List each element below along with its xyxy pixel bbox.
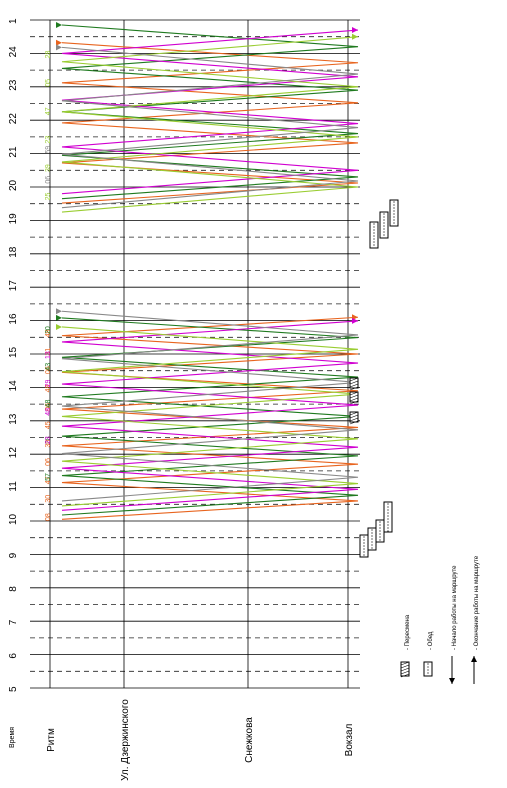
trip-arrow (56, 308, 62, 315)
departure-minute-label: 57 (45, 473, 52, 481)
legend-label: - Начало работы на маршруте (452, 565, 458, 650)
trip-line (61, 320, 359, 511)
grid (30, 19, 360, 689)
departure-minute-label: 29 (45, 380, 52, 388)
arrow-head (471, 656, 477, 662)
departure-minute-label: 08 (45, 513, 52, 521)
hour-tick-label: 13 (8, 413, 19, 425)
departure-minute-label: 28 (45, 51, 52, 59)
trip-line (61, 326, 359, 507)
lunch-break-marker (375, 519, 385, 543)
legend (449, 656, 477, 684)
trip-arrow (56, 44, 62, 51)
stop-label: Снежкова (244, 717, 255, 763)
lunch-break-marker (423, 661, 433, 677)
hour-tick-label: 21 (8, 146, 19, 158)
lunch-break-marker (369, 221, 379, 249)
hour-tick-label: 19 (8, 213, 19, 225)
stop-label: Вокзал (344, 723, 355, 756)
lunch-break-marker (367, 527, 377, 551)
departure-minute-label: 48 (45, 408, 52, 416)
departure-minute-label: 48 (45, 329, 52, 337)
departure-minute-label: 47 (45, 476, 52, 484)
time-axis-label: Время (9, 727, 16, 748)
departure-minute-label: 48 (45, 400, 52, 408)
hour-tick-label: 8 (8, 586, 19, 592)
trip-lines (56, 22, 433, 678)
shift-change-marker (349, 377, 359, 391)
hour-tick-label: 7 (8, 619, 19, 625)
hour-tick-label: 1 (8, 18, 19, 24)
trip-line (61, 36, 359, 213)
departure-minute-label: 30 (45, 440, 52, 448)
trip-arrow (56, 22, 62, 29)
hour-tick-label: 22 (8, 113, 19, 125)
lunch-break-marker (389, 199, 399, 227)
lunch-break-marker (383, 501, 393, 533)
hour-tick-label: 20 (8, 179, 19, 191)
hour-tick-label: 14 (8, 380, 19, 392)
stop-label: Ул. Дзержинского (120, 699, 131, 781)
departure-minute-label: 06 (45, 458, 52, 466)
trip-arrow (352, 33, 358, 40)
departure-minute-label: 06 (45, 366, 52, 374)
hour-tick-label: 12 (8, 447, 19, 459)
hour-tick-label: 17 (8, 280, 19, 292)
hour-tick-label: 16 (8, 313, 19, 325)
shift-change-marker (349, 391, 359, 405)
trip-arrow (352, 27, 358, 34)
hour-tick-label: 5 (8, 686, 19, 692)
legend-label: - Пересмена (405, 614, 411, 650)
hour-tick-label: 15 (8, 346, 19, 358)
departure-minute-label: 23 (45, 436, 52, 444)
departure-minute-label: 23 (45, 136, 52, 144)
hour-tick-label: 24 (8, 46, 19, 58)
shift-change-marker (400, 661, 410, 678)
axis-labels: 5 6 7 8 9 10 11 12 13 14 15 16 17 18 19 20 21 22 23 24 1 Врем… (8, 18, 480, 781)
departure-minute-label: 13 (45, 351, 52, 359)
lunch-break-marker (379, 211, 389, 239)
legend-label: - Обед (428, 631, 434, 650)
arrow-head (449, 678, 455, 684)
departure-minute-label: 31 (45, 348, 52, 356)
hour-tick-label: 10 (8, 513, 19, 525)
stop-label: Ритм (46, 728, 57, 752)
hour-tick-label: 9 (8, 552, 19, 558)
trip-line (61, 310, 359, 502)
trip-line (61, 29, 359, 195)
departure-minute-label: 25 (45, 192, 52, 200)
departure-minute-label: 59 (45, 146, 52, 154)
departure-minute-label: 06 (45, 403, 52, 411)
hour-tick-label: 6 (8, 653, 19, 659)
departure-minute-label: 05 (45, 79, 52, 87)
departure-minute-label: 20 (45, 326, 52, 334)
shift-change-marker (349, 411, 359, 425)
legend-label: - Окончание работы на маршруте (474, 555, 480, 650)
departure-minute-label: 06 (45, 176, 52, 184)
trip-arrow (56, 39, 62, 46)
hour-tick-label: 18 (8, 246, 19, 258)
trip-arrow (56, 323, 62, 330)
trip-arrow (56, 314, 62, 321)
hour-tick-label: 23 (8, 79, 19, 91)
departure-minute-label: 39 (45, 164, 52, 172)
departure-minute-label: 30 (45, 495, 52, 503)
trip-line (61, 46, 359, 209)
lunch-break-marker (359, 534, 369, 558)
departure-minute-label: 43 (45, 363, 52, 371)
trip-arrow (352, 317, 358, 324)
departure-minute-label: 48 (45, 385, 52, 393)
departure-minute-label: 28 (45, 436, 52, 444)
hour-tick-label: 11 (8, 481, 19, 492)
departure-minute-label: 45 (45, 421, 52, 429)
departure-minute-label: 47 (45, 107, 52, 115)
